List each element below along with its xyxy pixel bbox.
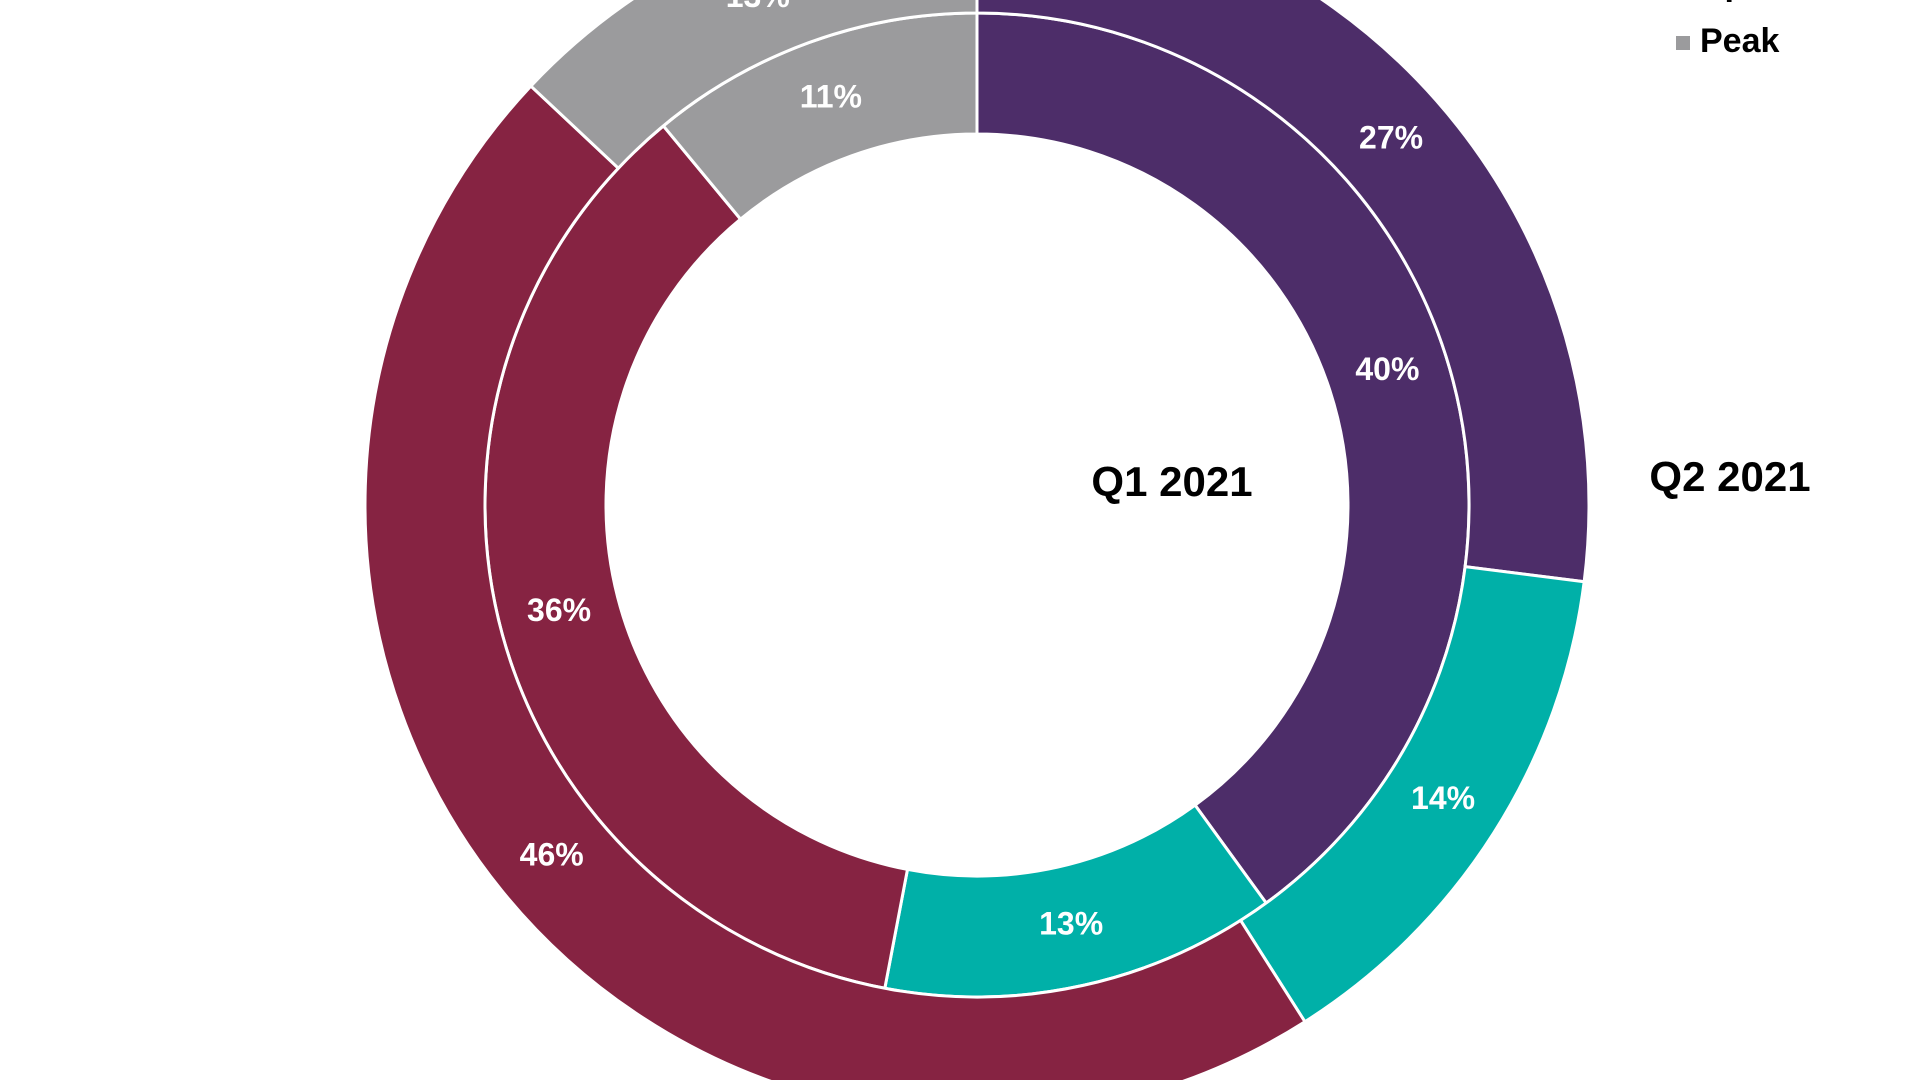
- legend-swatch: [1676, 36, 1690, 50]
- slice-label: 36%: [527, 592, 591, 628]
- outer-ring-name: Q2 2021: [1649, 453, 1810, 500]
- donut-slice: [363, 83, 1308, 1080]
- donut-slice: [975, 0, 1591, 584]
- donut-slice: [528, 0, 979, 171]
- slice-label: 40%: [1355, 351, 1419, 387]
- slice-label: 13%: [1039, 906, 1103, 942]
- slice-label: 13%: [726, 0, 790, 14]
- slice-label: 11%: [800, 78, 862, 114]
- slice-label: 14%: [1411, 780, 1475, 816]
- slice-label: 46%: [520, 836, 584, 872]
- slice-label: 27%: [1359, 119, 1423, 155]
- legend-label: Upturn: [1700, 0, 1811, 3]
- legend-label: Peak: [1700, 22, 1779, 60]
- inner-ring-name: Q1 2021: [1091, 458, 1252, 505]
